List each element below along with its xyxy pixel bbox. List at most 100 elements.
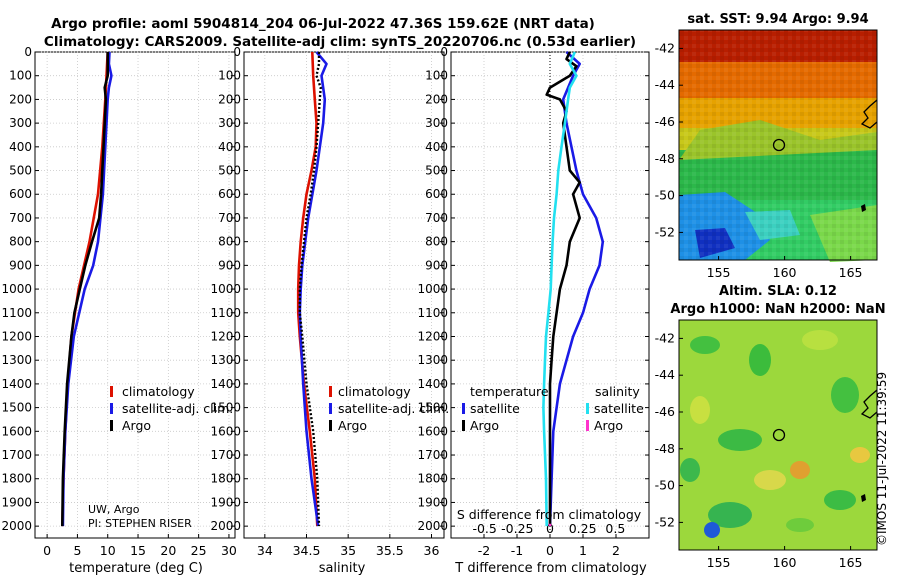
y-tick-label: 100 bbox=[425, 69, 448, 83]
x-tick-label: 1 bbox=[579, 543, 587, 558]
series-line-argo bbox=[298, 52, 322, 527]
x-tick-label: 36 bbox=[424, 543, 440, 558]
y-tick-label: 0 bbox=[440, 45, 448, 59]
x-tick-label: 5 bbox=[73, 543, 81, 558]
legend-title-salinity: salinity bbox=[595, 384, 640, 399]
map-x-tick-label: 155 bbox=[707, 265, 731, 280]
sla-blob bbox=[708, 502, 752, 528]
sla-blob bbox=[749, 344, 771, 376]
y-tick-label: 100 bbox=[9, 69, 32, 83]
sst-map-title: sat. SST: 9.94 Argo: 9.94 bbox=[687, 12, 868, 27]
map-y-tick-label: -50 bbox=[655, 188, 675, 203]
y-tick-label: 700 bbox=[218, 211, 241, 225]
y-tick-label: 1000 bbox=[210, 282, 241, 296]
y-tick-label: 1900 bbox=[417, 495, 448, 509]
salinity-axis-label: salinity bbox=[319, 561, 366, 576]
sla-coastline bbox=[860, 389, 878, 419]
x-tick-label: 0 bbox=[43, 543, 51, 558]
y-tick-label: 700 bbox=[425, 211, 448, 225]
legend-title-temperature: temperature bbox=[470, 384, 549, 399]
sla-map-frame bbox=[678, 319, 878, 551]
x-tick-label: 25 bbox=[191, 543, 207, 558]
figure-title-line2: Climatology: CARS2009. Satellite-adj cli… bbox=[44, 34, 636, 50]
y-tick-label: 1400 bbox=[417, 377, 448, 391]
legend-label-argo: Argo bbox=[122, 418, 151, 433]
y-tick-label: 1300 bbox=[1, 353, 32, 367]
y-tick-label: 400 bbox=[425, 140, 448, 154]
x-tick-label: -1 bbox=[511, 543, 523, 558]
map-y-tick-label: -50 bbox=[655, 478, 675, 493]
y-tick-label: 1800 bbox=[210, 472, 241, 486]
legend-swatch-argo-s bbox=[586, 420, 589, 431]
x-tick-label: 20 bbox=[160, 543, 176, 558]
y-tick-label: 400 bbox=[9, 140, 32, 154]
temperature-axis-label: temperature (deg C) bbox=[69, 561, 203, 576]
salinity-panel-frame bbox=[243, 51, 445, 539]
y-tick-label: 1300 bbox=[417, 353, 448, 367]
x-tick-label: 10 bbox=[100, 543, 116, 558]
credit-line1: UW, Argo bbox=[88, 503, 140, 516]
legend-swatch-satellite bbox=[329, 403, 332, 414]
y-tick-label: 2000 bbox=[210, 519, 241, 533]
legend-swatch-satellite bbox=[110, 403, 113, 414]
y-tick-label: 200 bbox=[425, 92, 448, 106]
y-tick-label: 400 bbox=[218, 140, 241, 154]
figure-title-line1: Argo profile: aoml 5904814_204 06-Jul-20… bbox=[51, 16, 595, 32]
s-tick-label: 0 bbox=[546, 521, 554, 536]
y-tick-label: 500 bbox=[218, 164, 241, 178]
sla-blob bbox=[802, 330, 838, 350]
x-tick-label: 0 bbox=[546, 543, 554, 558]
x-tick-label: 2 bbox=[612, 543, 620, 558]
x-tick-label: 15 bbox=[130, 543, 146, 558]
y-tick-label: 600 bbox=[425, 187, 448, 201]
sla-blob bbox=[690, 396, 710, 424]
y-tick-label: 800 bbox=[425, 235, 448, 249]
s-tick-label: -0.25 bbox=[501, 521, 533, 536]
sst-map-frame bbox=[678, 29, 878, 261]
legend-label-argo-t: Argo bbox=[470, 418, 499, 433]
y-tick-label: 0 bbox=[233, 45, 241, 59]
sla-map-title-line1: Altim. SLA: 0.12 bbox=[719, 284, 837, 299]
legend-swatch-argo bbox=[110, 420, 113, 431]
y-tick-label: 800 bbox=[9, 235, 32, 249]
t-difference-axis-label: T difference from climatology bbox=[454, 561, 647, 576]
map-x-tick-label: 155 bbox=[707, 555, 731, 570]
y-tick-label: 500 bbox=[425, 164, 448, 178]
y-tick-label: 300 bbox=[9, 116, 32, 130]
legend-swatch-climatology bbox=[329, 386, 332, 397]
y-tick-label: 1100 bbox=[417, 306, 448, 320]
map-y-tick-label: -48 bbox=[655, 441, 675, 456]
y-tick-label: 1400 bbox=[210, 377, 241, 391]
y-tick-label: 900 bbox=[9, 258, 32, 272]
salinity-legend: climatology satellite-adj. clim. Argo bbox=[329, 384, 449, 433]
s-tick-label: -0.5 bbox=[472, 521, 496, 536]
y-tick-label: 1600 bbox=[210, 424, 241, 438]
sst-texture bbox=[679, 30, 877, 260]
y-tick-label: 1700 bbox=[417, 448, 448, 462]
sla-blob bbox=[754, 470, 786, 490]
y-tick-label: 1600 bbox=[417, 424, 448, 438]
y-tick-label: 1000 bbox=[1, 282, 32, 296]
sla-map-title-line2: Argo h1000: NaN h2000: NaN bbox=[670, 302, 885, 317]
legend-swatch-argo-t bbox=[462, 420, 465, 431]
legend-label-satellite: satellite-adj. clim. bbox=[338, 401, 449, 416]
legend-swatch-climatology bbox=[110, 386, 113, 397]
y-tick-label: 1800 bbox=[1, 472, 32, 486]
y-tick-label: 1500 bbox=[1, 401, 32, 415]
sla-blob bbox=[850, 447, 870, 463]
map-y-tick-label: -42 bbox=[655, 40, 675, 55]
y-tick-label: 600 bbox=[218, 187, 241, 201]
y-tick-label: 1100 bbox=[1, 306, 32, 320]
legend-swatch-satellite-t bbox=[462, 403, 465, 414]
series-line-satellite-adj-clim- bbox=[298, 51, 328, 527]
sla-profile-marker bbox=[772, 428, 786, 442]
map-x-tick-label: 160 bbox=[773, 555, 797, 570]
sst-coastline bbox=[860, 99, 878, 129]
sla-blob bbox=[790, 461, 810, 479]
sst-profile-marker bbox=[772, 138, 786, 152]
y-tick-label: 1200 bbox=[210, 329, 241, 343]
y-tick-label: 900 bbox=[218, 258, 241, 272]
map-y-tick-label: -46 bbox=[655, 114, 675, 129]
y-tick-label: 1900 bbox=[1, 495, 32, 509]
x-tick-label: 30 bbox=[221, 543, 237, 558]
